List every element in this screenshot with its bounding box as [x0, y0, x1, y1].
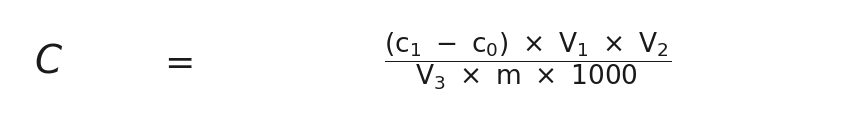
Text: $\dfrac{(\mathrm{c}_{1}\ -\ \mathrm{c}_{0})\ \times\ \mathrm{V}_{1}\ \times\ \ma: $\dfrac{(\mathrm{c}_{1}\ -\ \mathrm{c}_{…: [384, 31, 671, 92]
Text: $=$: $=$: [157, 45, 193, 78]
Text: $\mathit{C}$: $\mathit{C}$: [34, 43, 63, 80]
